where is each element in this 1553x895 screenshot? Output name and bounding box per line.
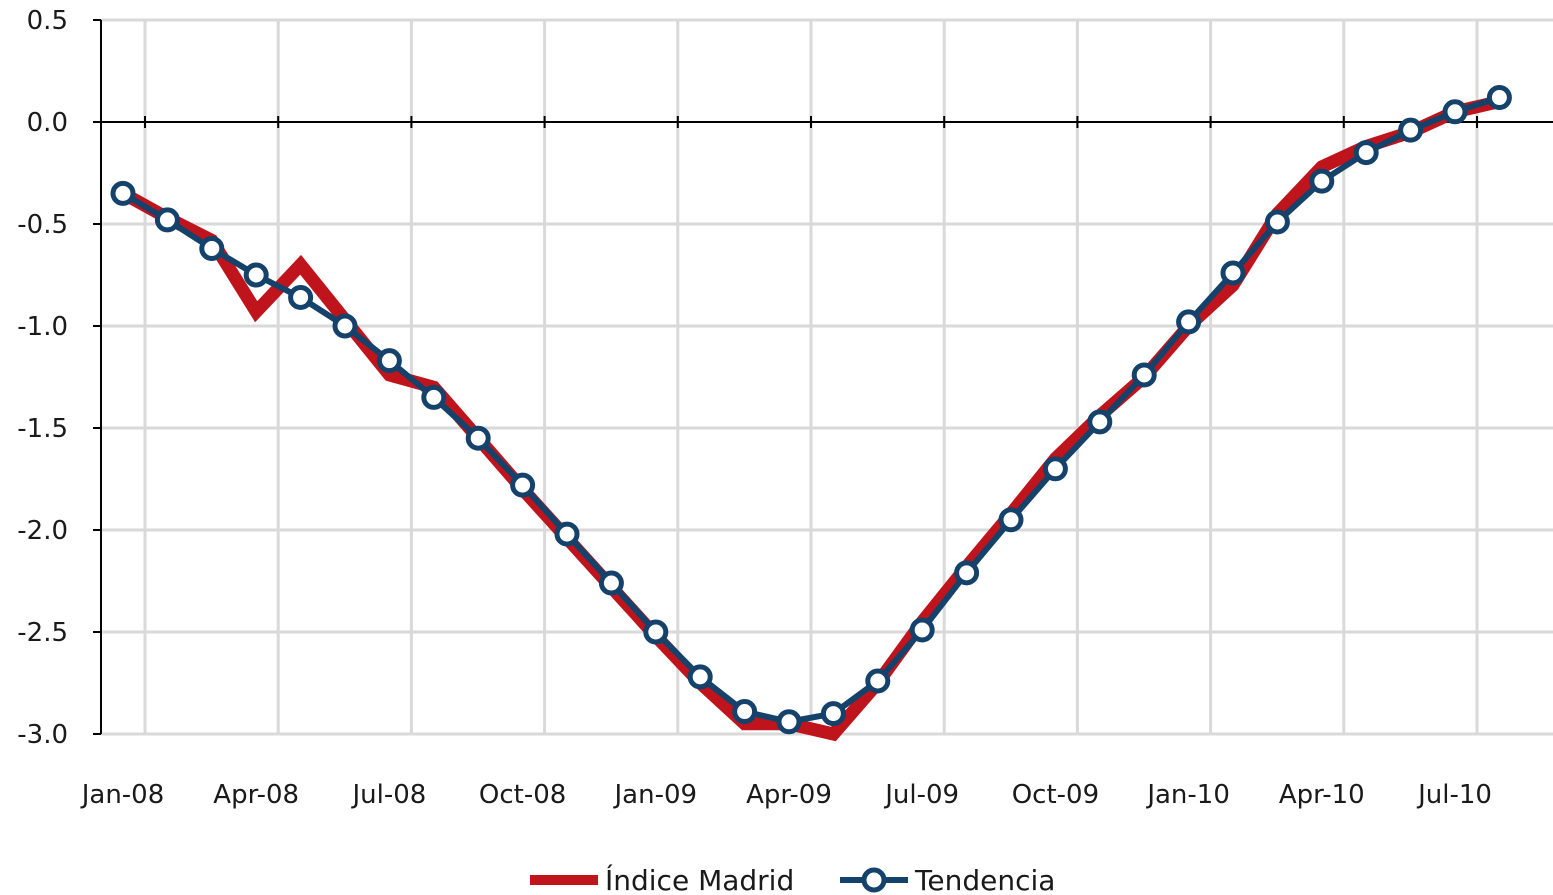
data-point (1486, 85, 1512, 111)
data-point (1087, 409, 1113, 435)
x-tick-label: Jan-08 (80, 780, 165, 810)
data-point (687, 664, 713, 690)
data-point (199, 235, 225, 261)
data-point (1442, 99, 1468, 125)
data-point (510, 472, 536, 498)
data-point (465, 425, 491, 451)
data-point (554, 521, 580, 547)
data-point (1220, 260, 1246, 286)
series-group (110, 85, 1512, 742)
data-point (1353, 140, 1379, 166)
legend-marker (861, 867, 887, 893)
y-tick-label: -1.0 (17, 312, 68, 342)
data-point (1398, 117, 1424, 143)
legend-label-2: Tendencia (914, 864, 1055, 895)
data-point (154, 207, 180, 233)
data-point (643, 619, 669, 645)
y-tick-label: -2.5 (17, 618, 68, 648)
data-point (954, 560, 980, 586)
data-point (421, 384, 447, 410)
y-tick-label: -3.0 (17, 720, 68, 750)
axes: 0.5 0.0 -0.5 -1.0 -1.5 -2.0 -2.5 -3.0 Jan-08 Apr-… (17, 6, 1553, 810)
data-point (332, 313, 358, 339)
data-point (1131, 362, 1157, 388)
y-tick-label: 0.0 (27, 108, 68, 138)
data-point (732, 699, 758, 725)
x-tick-label: Apr-08 (213, 780, 299, 810)
data-point (909, 617, 935, 643)
data-point (376, 348, 402, 374)
grid (101, 18, 1553, 736)
x-tick-label: Jul-10 (1416, 780, 1492, 810)
data-point (243, 262, 269, 288)
data-point (865, 668, 891, 694)
x-tick-label: Jul-08 (350, 780, 426, 810)
x-tick-label: Apr-10 (1279, 780, 1365, 810)
data-point (1042, 456, 1068, 482)
x-tick-label: Jan-09 (613, 780, 698, 810)
y-tick-label: 0.5 (27, 6, 68, 36)
data-point (288, 284, 314, 310)
data-point (820, 701, 846, 727)
data-point (598, 570, 624, 596)
y-tick-label: -1.5 (17, 414, 68, 444)
data-point (110, 180, 136, 206)
x-tick-label: Oct-08 (479, 780, 566, 810)
data-point (776, 709, 802, 735)
x-tick-label: Jul-09 (883, 780, 959, 810)
x-tick-label: Jan-10 (1145, 780, 1230, 810)
legend-label-1: Índice Madrid (605, 863, 794, 895)
data-point (1264, 209, 1290, 235)
data-point (998, 507, 1024, 533)
legend: Índice Madrid Tendencia (530, 863, 1055, 895)
data-point (1309, 168, 1335, 194)
y-tick-label: -2.0 (17, 516, 68, 546)
y-tick-label: -0.5 (17, 210, 68, 240)
x-tick-label: Apr-09 (746, 780, 832, 810)
x-tick-label: Oct-09 (1012, 780, 1099, 810)
data-point (1176, 309, 1202, 335)
